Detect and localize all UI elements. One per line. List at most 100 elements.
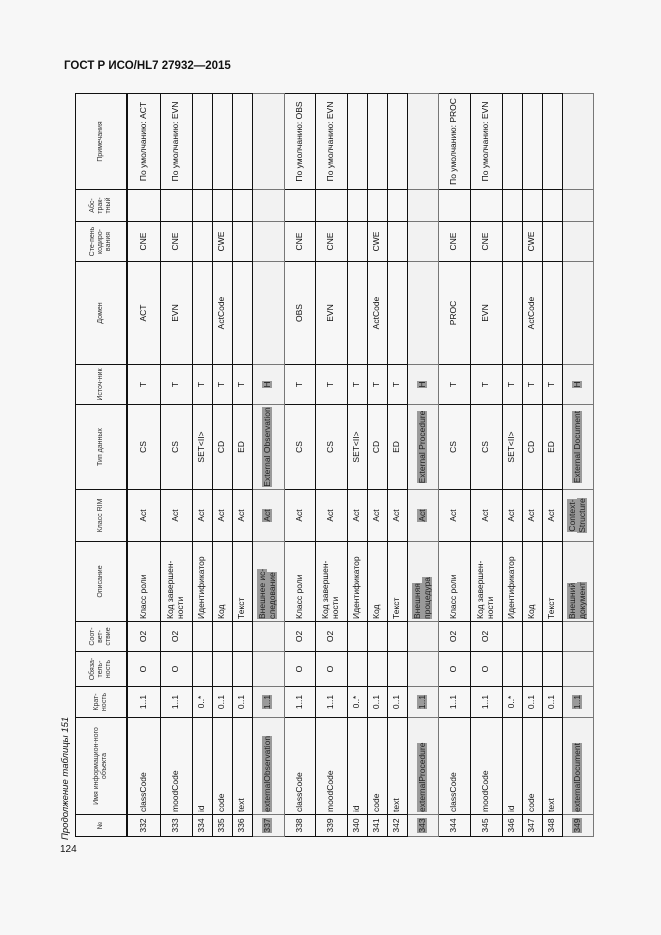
cell-text: Context-Structure — [566, 498, 587, 533]
table-cell — [232, 651, 252, 687]
cell-text: CD — [216, 440, 227, 454]
column-header: Класс RIM — [75, 489, 127, 542]
table-cell: O2 — [127, 621, 160, 652]
cell-text: CNE — [170, 232, 181, 251]
cell-text: ED — [546, 441, 557, 453]
cell-text: ActCode — [371, 296, 382, 330]
cell-text: 333 — [170, 818, 181, 833]
cell-text: H — [262, 381, 273, 388]
table-cell — [347, 221, 367, 262]
cell-text: Act — [546, 509, 557, 522]
cell-text: CS — [137, 441, 148, 453]
table-cell — [502, 189, 522, 222]
table-cell: T — [315, 364, 347, 405]
table-cell — [387, 621, 407, 652]
cell-text: 0..* — [506, 695, 517, 709]
table-cell: EVN — [315, 261, 347, 365]
table-cell: H — [252, 364, 284, 405]
table-cell: classCode — [284, 717, 315, 815]
table-cell — [502, 651, 522, 687]
table-cell — [347, 261, 367, 365]
cell-text: Act — [391, 509, 402, 522]
table-cell — [407, 621, 438, 652]
cell-text: 1..1 — [293, 694, 304, 710]
table-cell — [252, 621, 284, 652]
table-cell: CNE — [438, 221, 470, 262]
table-cell: 335 — [212, 814, 232, 837]
table-cell: External Procedure — [407, 404, 438, 490]
table-cell: T — [284, 364, 315, 405]
table-cell: ACT — [127, 261, 160, 365]
table-cell: O — [160, 651, 192, 687]
table-cell: Act — [160, 489, 192, 542]
table-cell: T — [438, 364, 470, 405]
cell-text: Внешнее ис-следование — [257, 568, 277, 619]
cell-text: code — [216, 793, 227, 812]
table-cell: CWE — [522, 221, 542, 262]
table-cell — [562, 621, 593, 652]
table-cell: 333 — [160, 814, 192, 837]
cell-text: T — [480, 381, 491, 388]
cell-text: 343 — [416, 818, 427, 833]
table-cell: moodCode — [160, 717, 192, 815]
table-cell: Act — [127, 489, 160, 542]
table-cell: id — [502, 717, 522, 815]
table-cell: Act — [284, 489, 315, 542]
cell-text: EVN — [170, 304, 181, 322]
cell-text: externalObservation — [262, 735, 273, 812]
cell-text: CNE — [480, 232, 491, 251]
cell-text: Внешняя процедура — [411, 577, 432, 619]
table-cell — [502, 261, 522, 365]
table-cell — [367, 93, 387, 190]
cell-text: moodCode — [325, 770, 336, 812]
table-cell — [438, 189, 470, 222]
table-cell — [562, 189, 593, 222]
cell-text: ED — [391, 441, 402, 453]
cell-text: 1..1 — [325, 694, 336, 710]
cell-text: External Observation — [262, 407, 273, 487]
table-cell — [387, 189, 407, 222]
table-cell — [127, 189, 160, 222]
table-cell: Act — [387, 489, 407, 542]
cell-text: Идентификатор — [351, 556, 362, 619]
cell-text: code — [526, 793, 537, 812]
table-cell: code — [212, 717, 232, 815]
table-cell: CNE — [315, 221, 347, 262]
table-row: 335 code 0..1 Код Act CD T ActCode CWE — [212, 93, 232, 837]
cell-text: O — [448, 665, 459, 673]
table-cell: Идентификатор — [192, 541, 212, 622]
table-cell: Act — [252, 489, 284, 542]
table-cell: CS — [438, 404, 470, 490]
cell-text: 344 — [448, 818, 459, 833]
table-cell: T — [127, 364, 160, 405]
table-row: 338 classCode 1..1 O O2 Класс роли Act CS T OBS CN… — [284, 93, 315, 837]
column-header: Абс-трак-тный — [75, 189, 127, 222]
table-cell — [252, 651, 284, 687]
cell-text: Act — [170, 509, 181, 522]
table-cell: 349 — [562, 814, 593, 837]
table-cell: External Document — [562, 404, 593, 490]
table-cell: EVN — [160, 261, 192, 365]
table-cell — [367, 621, 387, 652]
cell-text: O2 — [480, 630, 491, 643]
table-cell: Act — [542, 489, 562, 542]
table-cell: O — [470, 651, 502, 687]
cell-text: SET<II> — [196, 431, 207, 463]
table-cell — [502, 221, 522, 262]
table-row: 341 code 0..1 Код Act CD T ActCode CWE — [367, 93, 387, 837]
cell-text: ED — [236, 441, 247, 453]
cell-text: 0..* — [196, 695, 207, 709]
table-cell: Текст — [387, 541, 407, 622]
table-cell: 1..1 — [315, 686, 347, 718]
table-cell: Класс роли — [127, 541, 160, 622]
column-header: Описание — [75, 541, 127, 622]
table-cell: SET<II> — [502, 404, 522, 490]
table-cell: id — [192, 717, 212, 815]
cell-text: По умолчанию: EVN — [170, 101, 181, 182]
table-row: 342 text 0..1 Текст Act ED T — [387, 93, 407, 837]
cell-text: 346 — [506, 818, 517, 833]
cell-text: Act — [137, 509, 148, 522]
table-cell — [470, 189, 502, 222]
cell-text: EVN — [325, 304, 336, 322]
table-cell — [522, 621, 542, 652]
